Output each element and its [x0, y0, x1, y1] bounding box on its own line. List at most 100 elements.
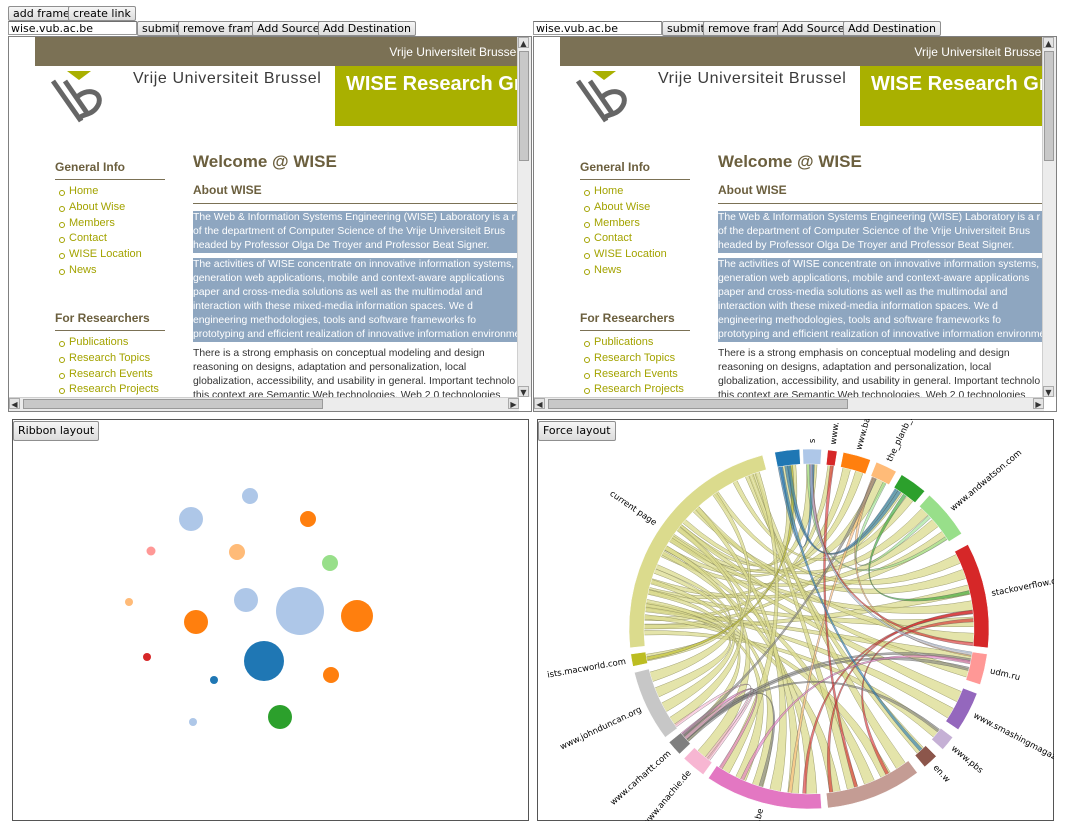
bubble-node[interactable] — [184, 610, 208, 634]
bubble-node[interactable] — [242, 488, 258, 504]
frame1-add-destination-button[interactable]: Add Destination — [318, 21, 416, 36]
general-info-list: Home About Wise Members Contact WISE Loc… — [55, 184, 142, 279]
web-frame-1[interactable]: Vrije Universiteit Brussel Vrije Univers… — [8, 36, 532, 412]
general-info-list: Home About Wise Members Contact WISE Loc… — [580, 184, 667, 279]
bubble-node[interactable] — [323, 667, 339, 683]
chord-group-arc[interactable] — [893, 474, 926, 503]
scroll-down-icon[interactable]: ▼ — [1043, 386, 1054, 397]
chord-group-arc[interactable] — [802, 448, 822, 465]
chord-group-label: www.pbs — [949, 744, 985, 776]
chord-group-arc[interactable] — [931, 727, 954, 750]
bubble-node[interactable] — [125, 598, 133, 606]
vertical-scrollbar[interactable]: ▲ ▼ — [517, 37, 531, 397]
bubble-node[interactable] — [300, 511, 316, 527]
bubble-node[interactable] — [268, 705, 292, 729]
bubble-node[interactable] — [229, 544, 245, 560]
bubble-node[interactable] — [244, 641, 284, 681]
force-layout-button[interactable]: Force layout — [538, 421, 616, 441]
frame1-url-input[interactable] — [8, 21, 137, 35]
for-researchers-heading: For Researchers — [580, 311, 690, 331]
university-name: Vrije Universiteit Brussel — [133, 70, 322, 87]
frame2-submit-button[interactable]: submit — [662, 21, 710, 36]
bubble-node[interactable] — [146, 546, 156, 556]
bubble-node[interactable] — [143, 653, 151, 661]
nav-link-home[interactable]: Home — [584, 184, 667, 200]
chord-group-label: ists.macworld.com — [547, 657, 627, 681]
nav-link-research-events[interactable]: Research Events — [59, 367, 159, 383]
bubble-node[interactable] — [322, 555, 338, 571]
scroll-thumb[interactable] — [23, 399, 323, 409]
nav-link-about-wise[interactable]: About Wise — [59, 200, 142, 216]
scroll-up-icon[interactable]: ▲ — [518, 37, 529, 48]
chord-group-arc[interactable] — [683, 747, 713, 775]
nav-link-research-projects[interactable]: Research Projects — [59, 382, 159, 397]
ribbon-layout-button[interactable]: Ribbon layout — [13, 421, 100, 441]
bubble-node[interactable] — [234, 588, 258, 612]
scroll-left-icon[interactable]: ◀ — [534, 398, 545, 409]
nav-link-research-events[interactable]: Research Events — [584, 367, 684, 383]
bubble-node[interactable] — [189, 718, 197, 726]
frame2-url-input[interactable] — [533, 21, 662, 35]
scroll-down-icon[interactable]: ▼ — [518, 386, 529, 397]
bubble-node[interactable] — [210, 676, 218, 684]
nav-link-publications[interactable]: Publications — [59, 335, 159, 351]
bubble-chart — [125, 488, 373, 729]
scroll-left-icon[interactable]: ◀ — [9, 398, 20, 409]
frame1-submit-button[interactable]: submit — [137, 21, 185, 36]
chord-group-arc[interactable] — [914, 745, 937, 768]
nav-link-about-wise[interactable]: About Wise — [584, 200, 667, 216]
bubble-node[interactable] — [341, 600, 373, 632]
nav-link-members[interactable]: Members — [59, 216, 142, 232]
chord-group-arc[interactable] — [630, 651, 648, 667]
horizontal-scrollbar[interactable]: ◀ ▶ — [9, 397, 519, 411]
add-frame-button[interactable]: add frame — [8, 6, 75, 21]
frame2-remove-button[interactable]: remove frame — [703, 21, 791, 36]
bubble-node[interactable] — [276, 587, 324, 635]
nav-link-news[interactable]: News — [59, 263, 142, 279]
wise-banner: WISE Research Gr — [860, 66, 1044, 126]
chord-group-arc[interactable] — [840, 452, 871, 475]
chord-group-arc[interactable] — [668, 732, 691, 755]
scroll-right-icon[interactable]: ▶ — [1033, 398, 1044, 409]
scroll-up-icon[interactable]: ▲ — [1043, 37, 1054, 48]
chord-group-arc[interactable] — [945, 687, 978, 731]
frame1-remove-button[interactable]: remove frame — [178, 21, 266, 36]
ribbon-panel — [12, 419, 529, 821]
scroll-thumb[interactable] — [519, 51, 529, 161]
nav-link-news[interactable]: News — [584, 263, 667, 279]
vertical-scrollbar[interactable]: ▲ ▼ — [1042, 37, 1056, 397]
chord-group-arc[interactable] — [919, 494, 962, 542]
nav-link-wise-location[interactable]: WISE Location — [59, 247, 142, 263]
chord-ribbons — [643, 463, 975, 795]
nav-link-members[interactable]: Members — [584, 216, 667, 232]
frame2-add-source-button[interactable]: Add Source — [777, 21, 850, 36]
nav-link-research-topics[interactable]: Research Topics — [584, 351, 684, 367]
nav-link-research-topics[interactable]: Research Topics — [59, 351, 159, 367]
chord-group-arc[interactable] — [634, 668, 678, 738]
scroll-thumb[interactable] — [548, 399, 848, 409]
web-frame-2[interactable]: Vrije Universiteit Brussel Vrije Univers… — [533, 36, 1057, 412]
frame2-add-destination-button[interactable]: Add Destination — [843, 21, 941, 36]
nav-link-publications[interactable]: Publications — [584, 335, 684, 351]
scroll-right-icon[interactable]: ▶ — [508, 398, 519, 409]
chord-group-arc[interactable] — [707, 765, 822, 810]
create-link-button[interactable]: create link — [68, 6, 136, 21]
chord-group-label: en.w — [931, 763, 952, 785]
nav-link-contact[interactable]: Contact — [59, 231, 142, 247]
chord-group-arc[interactable] — [965, 651, 988, 685]
chord-group-arc[interactable] — [825, 449, 838, 467]
nav-link-research-projects[interactable]: Research Projects — [584, 382, 684, 397]
chord-group-arc[interactable] — [870, 461, 897, 486]
chord-group-arc[interactable] — [954, 544, 990, 649]
chord-group-arc[interactable] — [774, 448, 801, 468]
nav-link-wise-location[interactable]: WISE Location — [584, 247, 667, 263]
bubble-node[interactable] — [179, 507, 203, 531]
frame1-add-source-button[interactable]: Add Source — [252, 21, 325, 36]
scroll-thumb[interactable] — [1044, 51, 1054, 161]
nav-link-home[interactable]: Home — [59, 184, 142, 200]
chord-group-arc[interactable] — [825, 760, 918, 809]
nav-link-contact[interactable]: Contact — [584, 231, 667, 247]
horizontal-scrollbar[interactable]: ◀ ▶ — [534, 397, 1044, 411]
chord-group-label: s — [808, 438, 818, 443]
chord-group-arc[interactable] — [628, 454, 767, 649]
